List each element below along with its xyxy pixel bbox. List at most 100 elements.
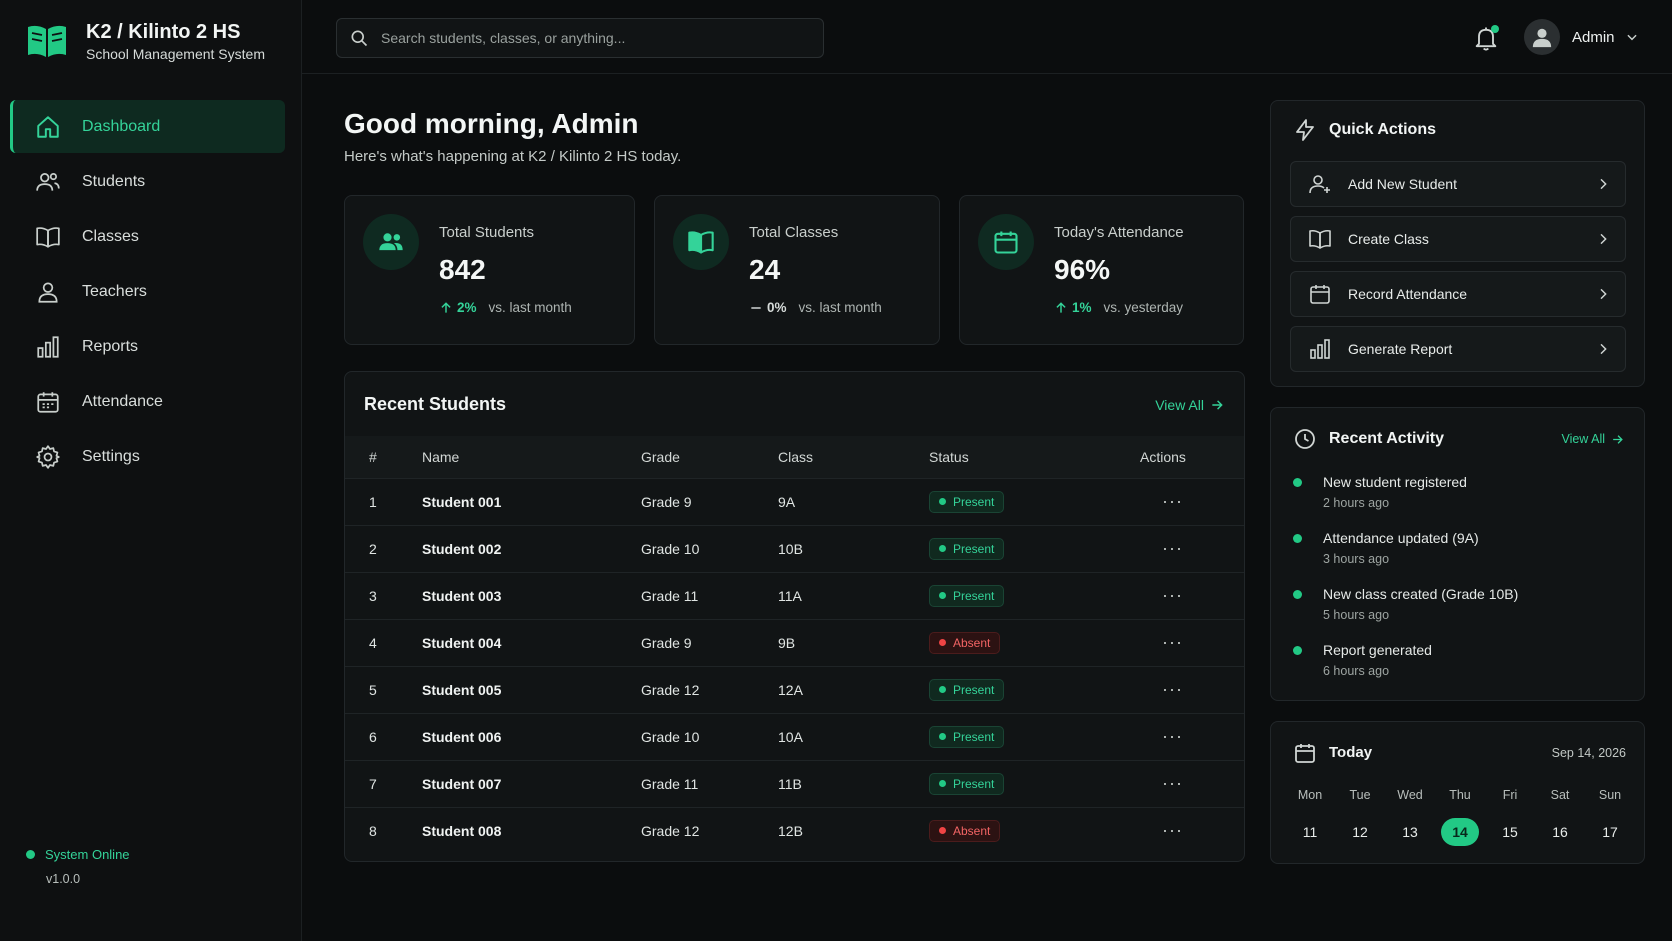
cell-name: Student 006 [422,728,502,745]
create-class-button[interactable]: Create Class [1290,216,1626,262]
more-actions-icon[interactable]: ··· [1162,773,1183,793]
status-text: Present [953,541,995,556]
lightning-icon [1296,119,1314,141]
stat-card-classes[interactable]: Total Classes 24 0% vs. last month [654,195,940,345]
calendar-day[interactable]: Mon 11 [1285,788,1335,846]
stat-trend-value: 0% [767,300,787,315]
calendar-day[interactable]: Fri 15 [1485,788,1535,846]
search-input[interactable] [381,30,801,46]
avatar [1524,19,1560,55]
status-badge: Absent [929,819,1001,842]
cell-number: 1 [369,493,377,510]
topbar: Admin [302,0,1672,74]
more-actions-icon[interactable]: ··· [1162,538,1183,558]
cell-grade: Grade 10 [641,728,700,745]
table-row[interactable]: 3 Student 003 Grade 11 11A Present ··· [345,572,1244,619]
day-number: 17 [1602,824,1618,840]
notifications-button[interactable] [1472,24,1500,52]
cell-actions: ··· [1140,807,1244,854]
table-row[interactable]: 5 Student 005 Grade 12 12A Present ··· [345,666,1244,713]
chevron-right-icon [1600,233,1607,245]
today-date: 14 [1441,818,1479,846]
sidebar-item-teachers[interactable]: Teachers [10,265,285,318]
more-actions-icon[interactable]: ··· [1162,491,1183,511]
cell-number: 4 [369,634,377,651]
calendar-icon [1295,744,1315,763]
bar-chart-icon [1310,339,1330,359]
sidebar-item-dashboard[interactable]: Dashboard [10,100,285,153]
chevron-right-icon [1600,343,1607,355]
cell-number: 7 [369,775,377,792]
cell-actions: ··· [1140,760,1244,807]
page-subtitle: Here's what's happening at K2 / Kilinto … [344,148,682,165]
recent-students-title: Recent Students [364,394,507,414]
user-plus-icon [1309,175,1330,194]
stat-card-students[interactable]: Total Students 842 2% vs. last month [344,195,635,345]
calendar-date: Sep 14, 2026 [1551,746,1626,760]
sidebar-item-settings[interactable]: Settings [10,430,285,483]
table-row[interactable]: 8 Student 008 Grade 12 12B Absent ··· [345,807,1244,854]
chevron-right-icon [1600,288,1607,300]
table-row[interactable]: 6 Student 006 Grade 10 10A Present ··· [345,713,1244,760]
search-box[interactable] [336,18,824,58]
sidebar-item-reports[interactable]: Reports [10,320,285,373]
chevron-right-icon [1600,178,1607,190]
sidebar-item-classes[interactable]: Classes [10,210,285,263]
clock-icon [1295,429,1315,449]
more-actions-icon[interactable]: ··· [1162,585,1183,605]
table-row[interactable]: 7 Student 007 Grade 11 11B Present ··· [345,760,1244,807]
cell-class: 9B [778,634,796,651]
status-dot [939,592,946,599]
notification-dot [1491,25,1499,33]
sidebar-item-attendance[interactable]: Attendance [10,375,285,428]
day-number: 13 [1402,824,1418,840]
greeting: Good morning, Admin Here's what's happen… [344,108,681,165]
record-attendance-button[interactable]: Record Attendance [1290,271,1626,317]
page-title: Good morning, Admin [344,108,639,139]
cell-number: 2 [369,540,377,557]
calendar-day[interactable]: Sat 16 [1535,788,1585,846]
table-row[interactable]: 1 Student 001 Grade 9 9A Present ··· [345,478,1244,525]
stat-card-attendance[interactable]: Today's Attendance 96% 1% vs. yesterday [959,195,1244,345]
cell-grade: Grade 9 [641,634,692,651]
weekday-label: Fri [1502,788,1518,802]
calendar-day[interactable]: Sun 17 [1585,788,1635,846]
calendar-day[interactable]: Thu 14 [1435,788,1485,846]
calendar-day[interactable]: Tue 12 [1335,788,1385,846]
stat-trend-compare: vs. last month [488,300,572,315]
more-actions-icon[interactable]: ··· [1162,632,1183,652]
user-menu[interactable]: Admin [1524,19,1639,55]
users-icon [34,168,62,196]
view-all-students-link[interactable]: View All [1155,397,1224,413]
bell-icon [1475,27,1497,51]
more-actions-icon[interactable]: ··· [1162,726,1183,746]
home-icon [34,113,62,141]
table-row[interactable]: 2 Student 002 Grade 10 10B Present ··· [345,525,1244,572]
more-actions-icon[interactable]: ··· [1162,820,1183,841]
cell-status: Present [929,525,1140,572]
version-label: v1.0.0 [46,872,81,886]
more-actions-icon[interactable]: ··· [1162,679,1183,699]
cell-class: 12B [778,822,803,839]
view-all-activity-link[interactable]: View All [1561,432,1624,446]
generate-report-button[interactable]: Generate Report [1290,326,1626,372]
day-number: 15 [1502,824,1518,840]
brand[interactable]: K2 / Kilinto 2 HS School Management Syst… [26,20,265,62]
table-row[interactable]: 4 Student 004 Grade 9 9B Absent ··· [345,619,1244,666]
sidebar-item-students[interactable]: Students [10,155,285,208]
sidebar-item-label: Attendance [82,392,163,410]
status-dot [939,498,946,505]
cell-name: Student 008 [422,822,502,839]
cell-name: Student 001 [422,493,502,510]
add-new-student-button[interactable]: Add New Student [1290,161,1626,207]
calendar-day[interactable]: Wed 13 [1385,788,1435,846]
activity-time: 6 hours ago [1323,664,1390,678]
arrow-up-icon [441,301,451,313]
cell-status: Present [929,572,1140,619]
activity-dot [1293,534,1302,543]
quick-actions-panel: Quick Actions Add New Student Create Cla… [1270,100,1645,387]
activity-text: Attendance updated (9A) [1323,530,1479,546]
weekday-label: Thu [1449,788,1471,802]
calendar-icon [34,388,62,416]
